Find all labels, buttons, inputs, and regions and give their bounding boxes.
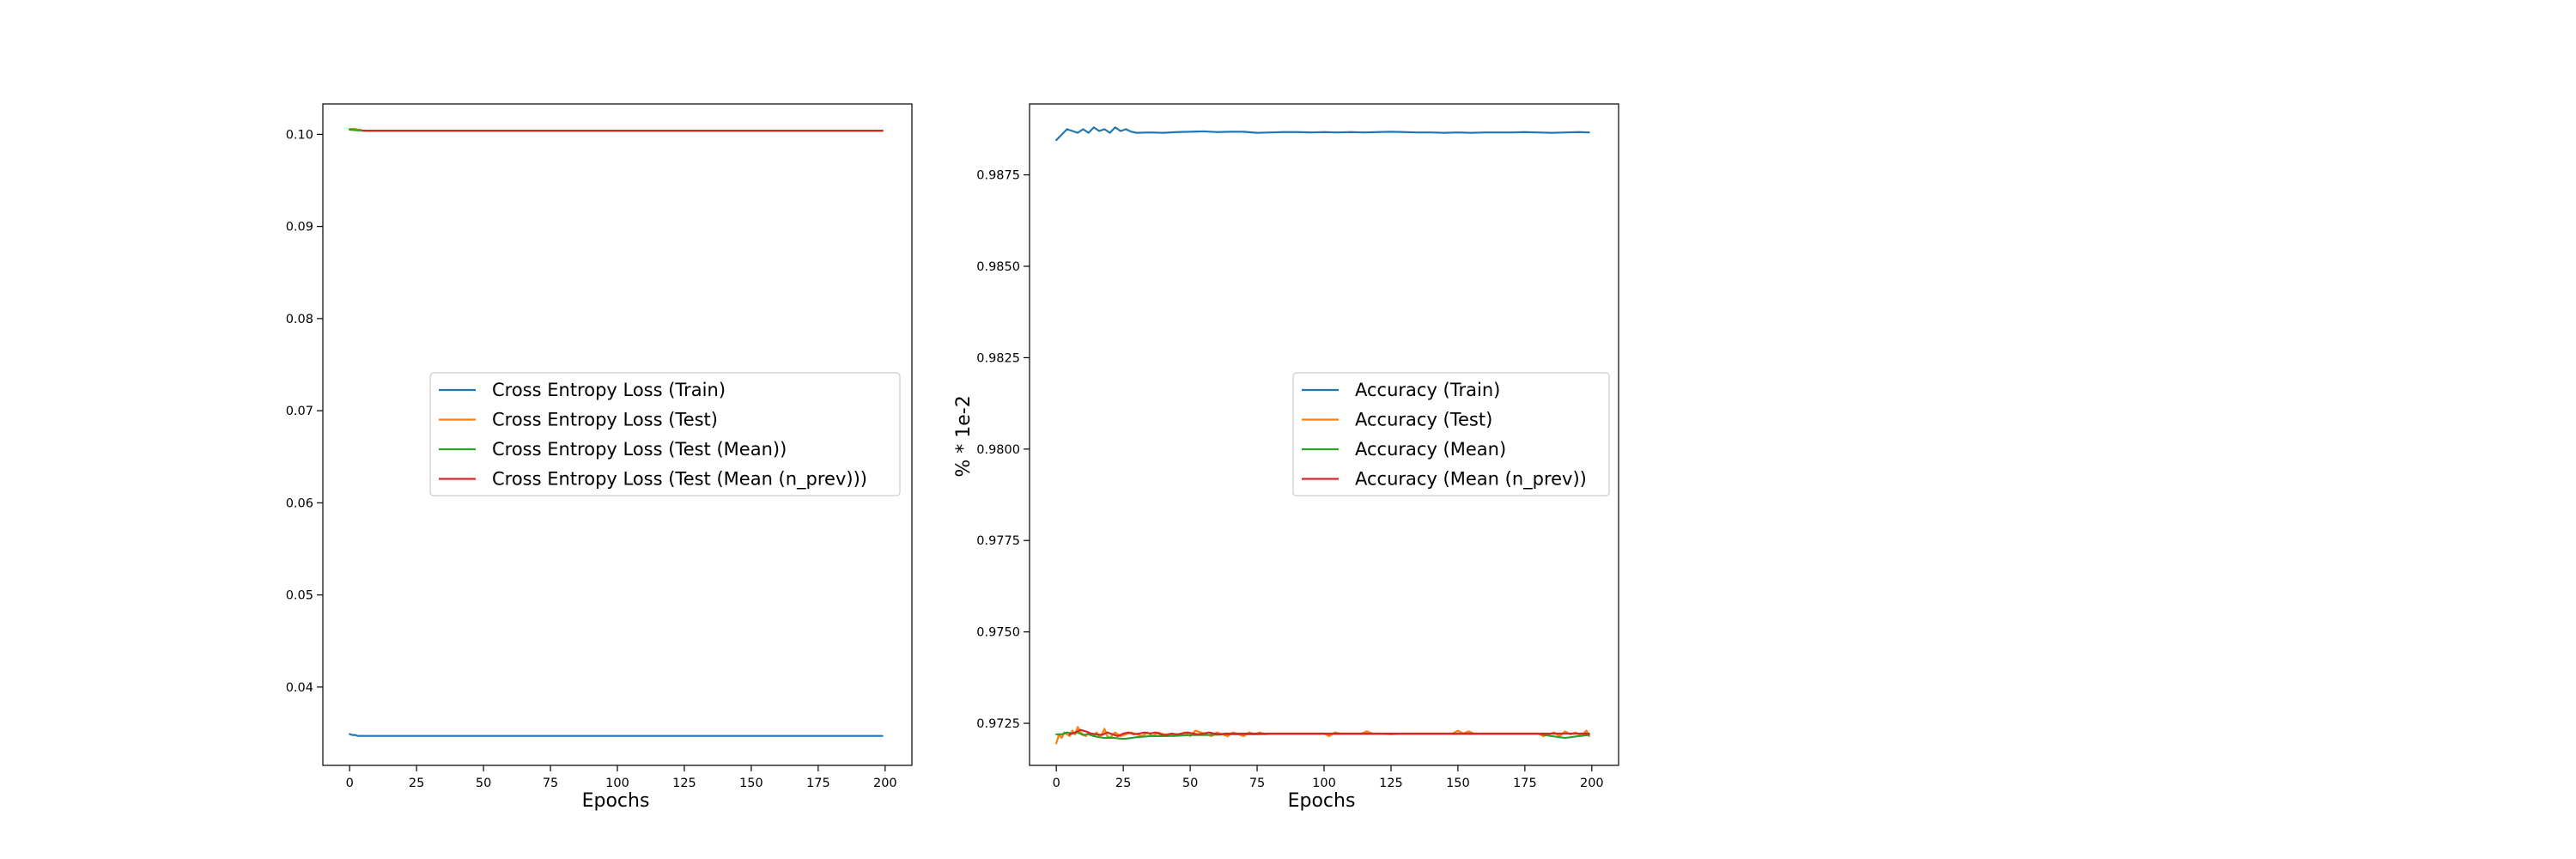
accuracy-y-tick-label: 0.9825 bbox=[976, 351, 1020, 365]
loss-y-tick-label: 0.10 bbox=[286, 128, 313, 142]
accuracy-x-tick-label: 0 bbox=[1053, 777, 1060, 790]
accuracy-x-tick-label: 75 bbox=[1249, 777, 1265, 790]
accuracy-y-axis-label: % * 1e-2 bbox=[953, 395, 975, 477]
loss-x-tick-label: 75 bbox=[543, 777, 558, 790]
loss-chart: 0 25 50 75 100 125 150 175 200 0.04 0.05 0.06 0.07 0.… bbox=[286, 103, 913, 812]
loss-x-tick-label: 150 bbox=[739, 777, 763, 790]
loss-series-0-line bbox=[349, 733, 884, 737]
loss-y-tick-label: 0.09 bbox=[286, 221, 313, 235]
accuracy-x-tick-label: 125 bbox=[1379, 777, 1403, 790]
accuracy-x-tick-label: 175 bbox=[1513, 777, 1537, 790]
accuracy-x-tick-label: 150 bbox=[1446, 777, 1470, 790]
loss-y-tick-label: 0.06 bbox=[286, 497, 313, 510]
loss-legend-label-3: Cross Entropy Loss (Test (Mean (n_prev))… bbox=[492, 469, 867, 490]
accuracy-y-tick-label: 0.9800 bbox=[976, 443, 1020, 457]
loss-x-tick-label: 50 bbox=[476, 777, 491, 790]
loss-x-tick-label: 100 bbox=[605, 777, 629, 790]
accuracy-y-tick-label: 0.9750 bbox=[976, 626, 1020, 640]
loss-legend-label-2: Cross Entropy Loss (Test (Mean)) bbox=[492, 439, 787, 460]
accuracy-series-0-line bbox=[1055, 126, 1590, 142]
loss-y-tick-label: 0.07 bbox=[286, 405, 313, 418]
accuracy-legend-label-1: Accuracy (Test) bbox=[1355, 410, 1492, 430]
accuracy-x-axis-label: Epochs bbox=[1288, 790, 1356, 812]
loss-y-tick-label: 0.08 bbox=[286, 313, 313, 326]
accuracy-x-tick-label: 100 bbox=[1312, 777, 1336, 790]
accuracy-series-3-line bbox=[1068, 728, 1590, 738]
accuracy-x-tick-label: 200 bbox=[1580, 777, 1604, 790]
loss-x-tick-label: 25 bbox=[409, 777, 424, 790]
accuracy-legend-label-3: Accuracy (Mean (n_prev)) bbox=[1355, 469, 1587, 490]
loss-legend: Cross Entropy Loss (Train) Cross Entropy … bbox=[429, 372, 901, 497]
accuracy-plot-area: 0 25 50 75 100 125 150 175 200 0.9725 0.9750 0.9775… bbox=[976, 103, 1619, 790]
loss-series-group bbox=[349, 127, 884, 737]
loss-legend-label-1: Cross Entropy Loss (Test) bbox=[492, 410, 718, 430]
accuracy-y-tick-label: 0.9725 bbox=[976, 717, 1020, 731]
loss-x-tick-label: 200 bbox=[873, 777, 897, 790]
accuracy-legend-label-0: Accuracy (Train) bbox=[1355, 380, 1500, 400]
accuracy-x-tick-label: 50 bbox=[1182, 777, 1198, 790]
loss-legend-label-0: Cross Entropy Loss (Train) bbox=[492, 380, 726, 400]
loss-plot-area: 0 25 50 75 100 125 150 175 200 0.04 0.05 0.06 0.07 0.… bbox=[286, 103, 913, 790]
loss-y-tick-label: 0.04 bbox=[286, 681, 313, 695]
loss-x-tick-label: 125 bbox=[672, 777, 696, 790]
accuracy-legend: Accuracy (Train) Accuracy (Test) Accuracy … bbox=[1292, 372, 1610, 497]
accuracy-y-tick-label: 0.9775 bbox=[976, 534, 1020, 548]
loss-y-tick-label: 0.05 bbox=[286, 589, 313, 603]
loss-legend-box bbox=[429, 372, 901, 497]
loss-x-axis-label: Epochs bbox=[582, 790, 650, 812]
accuracy-series-group bbox=[1055, 126, 1590, 745]
loss-x-tick-label: 175 bbox=[806, 777, 830, 790]
accuracy-y-tick-label: 0.9875 bbox=[976, 169, 1020, 183]
accuracy-legend-label-2: Accuracy (Mean) bbox=[1355, 439, 1506, 460]
loss-x-tick-label: 0 bbox=[346, 777, 354, 790]
accuracy-legend-box bbox=[1292, 372, 1610, 497]
accuracy-x-tick-label: 25 bbox=[1115, 777, 1131, 790]
accuracy-y-tick-label: 0.9850 bbox=[976, 260, 1020, 274]
accuracy-chart: 0 25 50 75 100 125 150 175 200 0.9725 0.9750 0.9775… bbox=[953, 103, 1619, 812]
